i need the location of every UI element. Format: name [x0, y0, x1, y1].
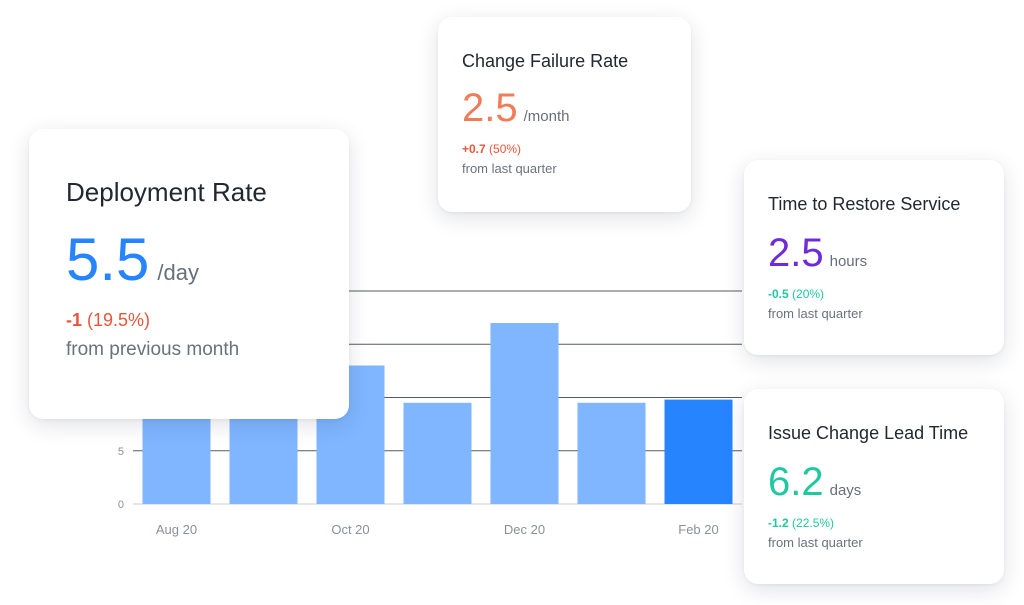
delta: -1 (19.5%) — [66, 310, 349, 331]
x-tick-label: Feb 20 — [678, 522, 718, 537]
delta-percent: (22.5%) — [788, 516, 835, 530]
metric: 5.5 /day — [66, 230, 349, 290]
card-title: Issue Change Lead Time — [768, 423, 969, 443]
metric-unit: /day — [157, 260, 200, 285]
bar — [490, 323, 559, 504]
metric-unit: hours — [829, 253, 868, 270]
card-title: Time to Restore Service — [768, 194, 961, 214]
delta-percent: (19.5%) — [82, 310, 151, 330]
delta-value: -1.2 — [768, 516, 789, 530]
x-tick-label: Aug 20 — [156, 522, 197, 537]
delta: +0.7 (50%) — [462, 142, 691, 156]
delta-value: -0.5 — [768, 287, 789, 301]
deployment-rate-card: Deployment Rate 5.5 /day -1 (19.5%) from… — [29, 129, 349, 419]
metric-value: 2.5 — [768, 231, 824, 275]
metric: 2.5 /month — [462, 88, 691, 128]
comparison-note: from previous month — [66, 339, 240, 360]
comparison-note: from last quarter — [768, 535, 863, 550]
comparison-note: from last quarter — [462, 161, 557, 176]
bar — [664, 399, 733, 504]
x-tick-label: Dec 20 — [504, 522, 545, 537]
metric-value: 2.5 — [462, 86, 518, 130]
delta-percent: (50%) — [485, 142, 522, 156]
delta: -0.5 (20%) — [768, 287, 1004, 301]
metric-unit: days — [829, 482, 862, 499]
bar — [142, 402, 211, 504]
y-tick-label: 0 — [118, 499, 124, 511]
bar — [577, 402, 646, 504]
metric-value: 5.5 — [66, 226, 150, 293]
metric-unit: /month — [523, 108, 570, 125]
card-title: Deployment Rate — [66, 177, 267, 207]
delta-value: -1 — [66, 310, 83, 330]
time-to-restore-card: Time to Restore Service 2.5 hours -0.5 (… — [744, 160, 1004, 355]
lead-time-card: Issue Change Lead Time 6.2 days -1.2 (22… — [744, 389, 1004, 584]
card-title: Change Failure Rate — [462, 51, 629, 71]
y-tick-label: 5 — [118, 446, 124, 458]
delta-percent: (20%) — [788, 287, 825, 301]
delta: -1.2 (22.5%) — [768, 516, 1004, 530]
change-failure-rate-card: Change Failure Rate 2.5 /month +0.7 (50%… — [438, 17, 691, 212]
comparison-note: from last quarter — [768, 306, 863, 321]
x-tick-label: Oct 20 — [331, 522, 369, 537]
bar — [403, 402, 472, 504]
metric: 2.5 hours — [768, 233, 1004, 273]
metric: 6.2 days — [768, 462, 1004, 502]
delta-value: +0.7 — [462, 142, 486, 156]
metric-value: 6.2 — [768, 460, 824, 504]
